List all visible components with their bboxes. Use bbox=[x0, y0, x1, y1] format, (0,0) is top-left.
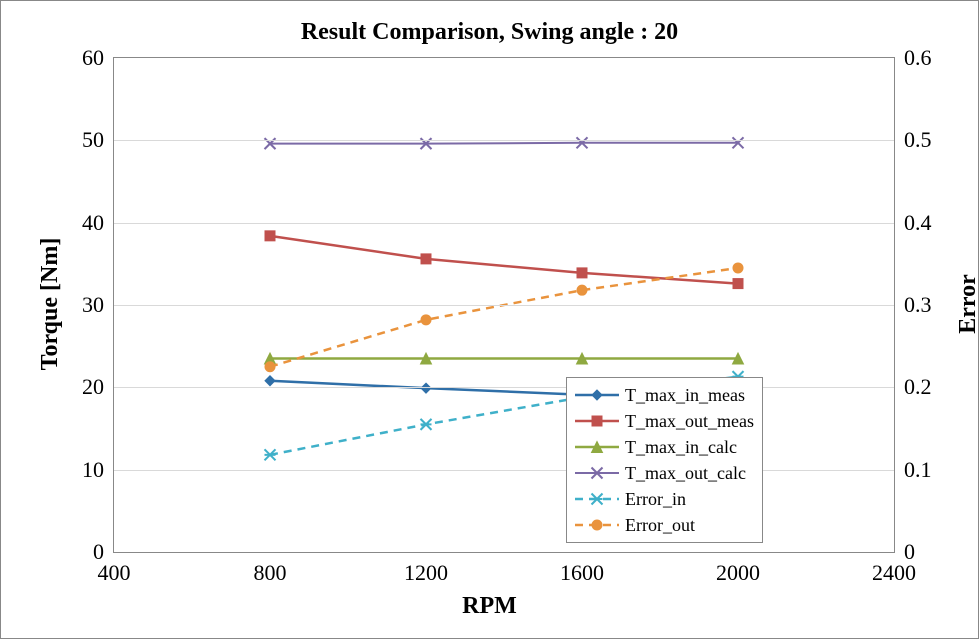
x-tick: 2000 bbox=[716, 552, 760, 586]
y2-tick: 0.5 bbox=[894, 127, 932, 153]
legend-swatch bbox=[575, 411, 619, 431]
y2-tick: 0.3 bbox=[894, 292, 932, 318]
legend-label: T_max_in_calc bbox=[625, 437, 737, 458]
x-tick: 400 bbox=[98, 552, 131, 586]
legend-swatch bbox=[575, 385, 619, 405]
y-tick: 50 bbox=[82, 127, 114, 153]
legend-label: T_max_in_meas bbox=[625, 385, 745, 406]
legend-swatch bbox=[575, 489, 619, 509]
legend-swatch bbox=[575, 437, 619, 457]
y-tick: 60 bbox=[82, 45, 114, 71]
gridline bbox=[114, 140, 894, 141]
legend: T_max_in_meas T_max_out_meas T_max_in_calc… bbox=[566, 377, 763, 543]
y-tick: 20 bbox=[82, 374, 114, 400]
legend-swatch bbox=[575, 515, 619, 535]
plot-area: 010203040506000.10.20.30.40.50.640080012… bbox=[113, 57, 895, 553]
legend-row-t_max_out_calc: T_max_out_calc bbox=[575, 460, 754, 486]
y-axis-label: Torque [Nm] bbox=[37, 238, 64, 371]
legend-row-t_max_in_calc: T_max_in_calc bbox=[575, 434, 754, 460]
legend-label: Error_out bbox=[625, 515, 695, 536]
gridline bbox=[114, 223, 894, 224]
chart-frame: Result Comparison, Swing angle : 20 0102… bbox=[0, 0, 979, 639]
y2-tick: 0.2 bbox=[894, 374, 932, 400]
chart-title: Result Comparison, Swing angle : 20 bbox=[1, 19, 978, 46]
legend-swatch bbox=[575, 463, 619, 483]
y2-axis-label: Error bbox=[955, 274, 979, 334]
y-tick: 40 bbox=[82, 210, 114, 236]
legend-row-error_out: Error_out bbox=[575, 512, 754, 538]
gridline bbox=[114, 470, 894, 471]
gridline bbox=[114, 305, 894, 306]
legend-label: T_max_out_meas bbox=[625, 411, 754, 432]
y-tick: 30 bbox=[82, 292, 114, 318]
legend-row-t_max_in_meas: T_max_in_meas bbox=[575, 382, 754, 408]
legend-label: T_max_out_calc bbox=[625, 463, 746, 484]
gridline bbox=[114, 387, 894, 388]
y2-tick: 0.6 bbox=[894, 45, 932, 71]
y2-tick: 0.1 bbox=[894, 457, 932, 483]
x-tick: 800 bbox=[254, 552, 287, 586]
y2-tick: 0.4 bbox=[894, 210, 932, 236]
x-tick: 2400 bbox=[872, 552, 916, 586]
legend-row-error_in: Error_in bbox=[575, 486, 754, 512]
x-tick: 1200 bbox=[404, 552, 448, 586]
y-tick: 10 bbox=[82, 457, 114, 483]
x-axis-label: RPM bbox=[462, 593, 517, 620]
legend-label: Error_in bbox=[625, 489, 686, 510]
legend-row-t_max_out_meas: T_max_out_meas bbox=[575, 408, 754, 434]
x-tick: 1600 bbox=[560, 552, 604, 586]
